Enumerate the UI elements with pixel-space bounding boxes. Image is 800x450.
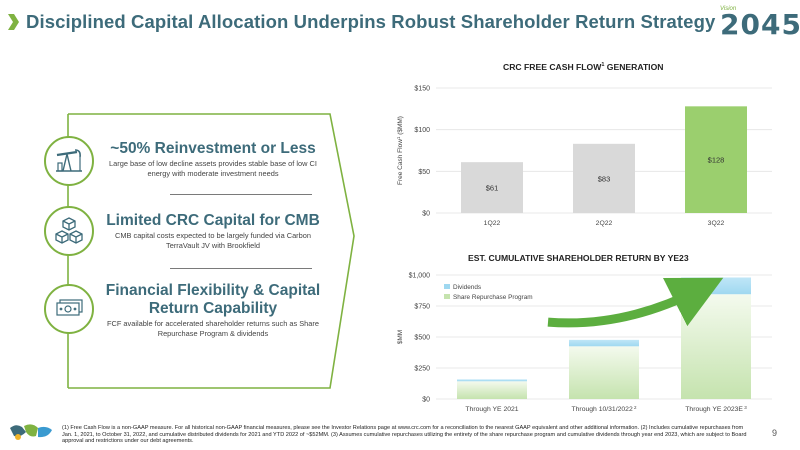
x-tick-label: Through 10/31/2022 2 <box>572 405 637 414</box>
y-tick-label: $750 <box>414 304 430 311</box>
y-tick-label: $150 <box>414 86 430 93</box>
fcf-title-text: CRC FREE CASH FLOW <box>503 62 602 72</box>
oil-pump-icon <box>44 136 94 186</box>
bar-dividends <box>457 379 527 382</box>
y-tick-label: $100 <box>414 127 430 134</box>
cubes-icon <box>44 206 94 256</box>
y-tick-label: $500 <box>414 335 430 342</box>
bar <box>573 143 635 213</box>
bar-share-repurchase <box>681 294 751 399</box>
bar-share-repurchase <box>569 346 639 399</box>
point-heading: Financial Flexibility & Capital Return C… <box>105 282 321 317</box>
point-heading: Limited CRC Capital for CMB <box>106 212 320 229</box>
x-tick-label: Through YE 2021 <box>465 406 518 413</box>
point-description: CMB capital costs expected to be largely… <box>115 231 311 250</box>
crc-logo-icon <box>10 424 52 440</box>
point-heading: ~50% Reinvestment or Less <box>110 140 316 157</box>
chevron-right-icon <box>8 14 19 30</box>
divider <box>170 268 312 269</box>
shareholder-chart-title: EST. CUMULATIVE SHAREHOLDER RETURN BY YE… <box>468 253 689 263</box>
fcf-title-suffix: GENERATION <box>604 62 664 72</box>
y-axis-label: $MM <box>397 330 404 344</box>
logo-number: 2045 <box>720 8 800 41</box>
y-tick-label: $250 <box>414 366 430 373</box>
legend-swatch <box>444 284 450 289</box>
shareholder-return-chart: $0 $250 $500 $750 $1,000 $MM Through YE 2021 Th… <box>397 273 772 414</box>
fcf-chart-title: CRC FREE CASH FLOW1 GENERATION <box>503 62 663 72</box>
x-tick-label: 2Q22 <box>596 220 613 227</box>
y-axis-label: Free Cash Flow1 ($MM) <box>396 116 405 185</box>
cash-icon <box>44 284 94 334</box>
bar-share-repurchase <box>457 381 527 399</box>
y-tick-label: $50 <box>418 169 430 176</box>
footnote: (1) Free Cash Flow is a non-GAAP measure… <box>62 425 747 445</box>
title-bar: Disciplined Capital Allocation Underpins… <box>6 8 715 36</box>
x-tick-label: Through YE 2023E 3 <box>685 405 747 414</box>
legend-swatch <box>444 294 450 299</box>
point-description: Large base of low decline assets provide… <box>109 159 317 178</box>
bar <box>461 162 523 213</box>
page-title: Disciplined Capital Allocation Underpins… <box>26 11 716 32</box>
legend-label: Share Repurchase Program <box>453 294 533 301</box>
y-tick-label: $0 <box>422 211 430 218</box>
data-label: $83 <box>598 174 611 183</box>
legend-label: Dividends <box>453 284 481 291</box>
bar-dividends <box>569 339 639 347</box>
data-label: $61 <box>486 184 499 193</box>
x-tick-label: 1Q22 <box>484 220 501 227</box>
strategy-panel: ~50% Reinvestment or Less Large base of … <box>40 112 355 392</box>
bar <box>685 106 747 213</box>
growth-arrow <box>547 277 724 328</box>
point-description: FCF available for accelerated shareholde… <box>107 319 319 338</box>
y-tick-label: $0 <box>422 397 430 404</box>
divider <box>170 194 312 195</box>
logo-vision-text: Vision <box>720 6 737 12</box>
y-tick-label: $1,000 <box>409 273 431 280</box>
fcf-chart: $0 $50 $100 $150 Free Cash Flow1 ($MM) $61 1Q2… <box>396 86 772 227</box>
data-label: $128 <box>708 156 725 165</box>
page-number: 9 <box>772 428 778 438</box>
x-tick-label: 3Q22 <box>708 220 725 227</box>
vision-2045-logo: Vision 2045 <box>718 4 800 41</box>
fcf-title-sup: 1 <box>601 62 605 69</box>
